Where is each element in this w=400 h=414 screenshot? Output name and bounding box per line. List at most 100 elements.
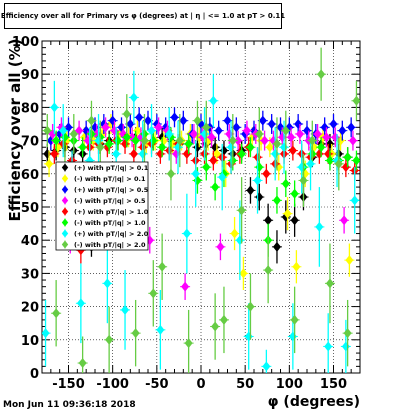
data-point <box>209 155 218 166</box>
data-point <box>287 132 296 143</box>
legend-label: (-) with pT/|q| > 1.0 <box>74 219 146 228</box>
y-tick-label: 70 <box>21 135 39 150</box>
x-tick-label: 0 <box>196 377 205 392</box>
footer-timestamp: Mon Jun 11 09:36:18 2018 <box>3 400 136 410</box>
legend-label: (-) with pT/|q| > 0.5 <box>74 197 146 206</box>
x-tick-label: 100 <box>276 377 303 392</box>
data-point <box>255 192 264 203</box>
data-point <box>325 278 334 289</box>
data-point <box>50 102 59 113</box>
legend-label: (+) with pT/|q| > 0.1 <box>74 164 149 173</box>
data-point <box>292 261 301 272</box>
data-point <box>202 122 211 133</box>
data-point <box>244 331 253 342</box>
data-point <box>138 148 147 159</box>
x-tick-label: 150 <box>320 377 347 392</box>
x-tick-label: -150 <box>52 377 85 392</box>
data-point <box>214 125 223 136</box>
data-point <box>216 241 225 252</box>
data-point <box>184 138 193 149</box>
chart-title-box: Efficiency over all for Primary vs φ (de… <box>1 3 285 29</box>
data-point <box>76 298 85 309</box>
data-point <box>179 115 188 126</box>
data-point <box>340 215 349 226</box>
data-point <box>131 135 140 146</box>
data-point <box>237 205 246 216</box>
data-point <box>253 175 262 186</box>
series-clip-group <box>42 47 360 373</box>
data-point <box>265 142 274 153</box>
data-point <box>345 255 354 266</box>
data-point <box>271 148 280 159</box>
data-point <box>223 115 232 126</box>
data-point <box>352 155 360 166</box>
data-point <box>295 128 304 139</box>
y-tick-label: 0 <box>30 367 39 382</box>
y-tick-label: 40 <box>21 234 39 249</box>
data-point <box>101 122 110 133</box>
data-point <box>343 152 352 163</box>
data-point <box>189 128 198 139</box>
legend-marker <box>61 163 69 172</box>
legend-label: (-) with pT/|q| > 2.0 <box>74 241 146 250</box>
data-point <box>267 119 276 129</box>
data-point <box>45 158 54 169</box>
axes: 0 10 20 30 40 50 60 70 80 90 100 -150 -100 -50 0 50 100 1… <box>12 35 361 392</box>
data-point <box>281 178 290 189</box>
data-point <box>242 125 251 136</box>
data-point <box>165 128 174 139</box>
data-point <box>126 119 135 129</box>
data-point <box>320 122 329 133</box>
legend-label: (+) with pT/|q| > 0.5 <box>74 186 149 195</box>
data-point <box>230 228 239 239</box>
data-point <box>317 69 326 80</box>
y-tick-label: 60 <box>21 168 39 183</box>
data-point <box>239 268 248 279</box>
data-point <box>246 301 255 312</box>
legend-marker <box>61 218 69 227</box>
data-point <box>232 122 241 133</box>
data-point <box>306 158 315 169</box>
data-point <box>131 328 140 339</box>
x-tick-label: -100 <box>96 377 129 392</box>
x-axis-label: φ (degrees) <box>268 394 360 410</box>
data-point <box>317 142 326 153</box>
data-point <box>193 115 202 126</box>
data-point <box>264 265 273 276</box>
data-point <box>154 122 163 133</box>
data-point <box>193 142 202 153</box>
data-point <box>69 128 78 139</box>
data-point <box>246 142 255 153</box>
data-point <box>135 112 144 123</box>
data-point <box>352 95 360 106</box>
data-point <box>175 135 184 146</box>
data-point <box>182 228 191 239</box>
data-point <box>347 122 356 133</box>
data-point <box>129 92 138 103</box>
data-point <box>272 195 281 206</box>
data-point <box>272 241 281 252</box>
legend-marker <box>61 207 69 216</box>
data-point <box>42 328 50 339</box>
data-point <box>149 288 158 299</box>
data-point <box>129 148 138 159</box>
data-point <box>43 125 52 136</box>
data-point <box>202 162 211 173</box>
data-point <box>325 155 334 166</box>
data-point <box>181 281 190 292</box>
legend-marker <box>61 240 69 249</box>
data-point <box>341 341 350 352</box>
x-tick-label: -50 <box>145 377 169 392</box>
legend-marker <box>61 174 69 183</box>
data-point <box>96 142 105 153</box>
legend: (+) with pT/|q| > 0.1 (-) with pT/|q| > 0… <box>55 161 149 251</box>
data-point <box>52 308 61 319</box>
data-point <box>308 135 317 146</box>
data-point <box>209 95 218 106</box>
data-point <box>262 361 271 372</box>
data-point <box>122 109 131 120</box>
data-point <box>285 122 294 133</box>
data-point <box>334 158 343 169</box>
data-point <box>235 235 244 246</box>
